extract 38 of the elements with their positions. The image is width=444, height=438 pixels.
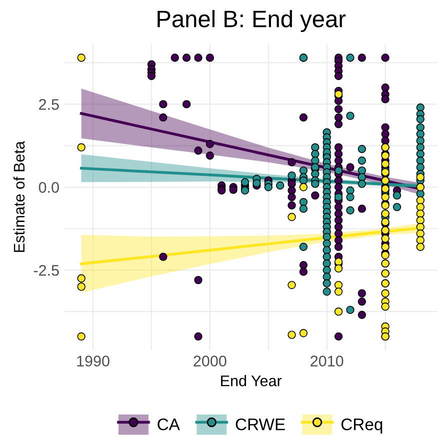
point bbox=[416, 236, 424, 244]
point bbox=[416, 202, 424, 212]
point bbox=[381, 193, 390, 202]
x-tick-label: 2010 bbox=[310, 356, 344, 366]
point bbox=[381, 242, 390, 251]
point bbox=[334, 264, 343, 273]
point bbox=[334, 307, 343, 316]
point bbox=[77, 282, 86, 291]
point bbox=[334, 280, 343, 290]
point bbox=[299, 329, 308, 338]
point bbox=[288, 280, 296, 290]
x-tick-label: 2000 bbox=[194, 356, 226, 366]
legend-label: CRWE bbox=[236, 418, 285, 430]
x-tick-label: 1990 bbox=[77, 356, 110, 366]
point bbox=[299, 183, 308, 192]
point bbox=[416, 230, 424, 238]
point bbox=[381, 302, 390, 311]
point bbox=[77, 143, 86, 152]
legend-label: CA bbox=[158, 418, 180, 430]
x-axis-title: End Year bbox=[221, 375, 282, 386]
point bbox=[288, 212, 296, 222]
point bbox=[77, 54, 86, 62]
point bbox=[416, 173, 424, 182]
point bbox=[77, 332, 86, 341]
point bbox=[381, 289, 390, 298]
y-tick-label: -2.5 bbox=[34, 264, 59, 276]
point bbox=[77, 274, 86, 282]
y-tick-label: 2.5 bbox=[39, 99, 59, 110]
point bbox=[416, 242, 424, 251]
point bbox=[381, 160, 390, 168]
point bbox=[381, 234, 390, 243]
point bbox=[416, 210, 424, 218]
y-tick-label: 0.0 bbox=[38, 182, 59, 193]
point bbox=[288, 330, 296, 339]
chart-title: Panel B: End year bbox=[158, 10, 346, 32]
point bbox=[334, 288, 343, 296]
y-axis-title: Estimate of Beta bbox=[13, 141, 25, 252]
legend-label: CReq bbox=[341, 418, 382, 434]
